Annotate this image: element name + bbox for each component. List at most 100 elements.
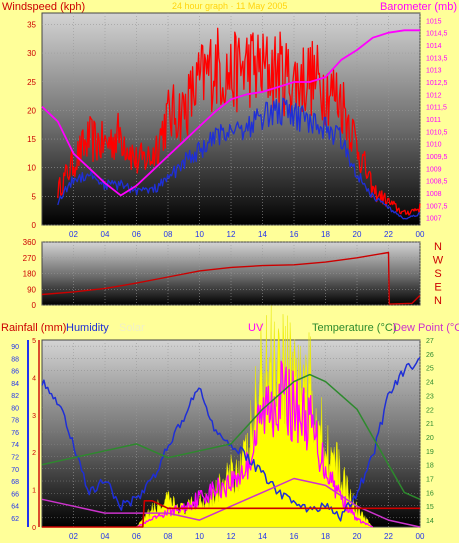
rainfall-tick-label: 3 xyxy=(32,413,36,420)
temperature-tick-label: 17 xyxy=(426,477,434,484)
time-tick-label: 08 xyxy=(164,230,173,239)
windspeed-average-line xyxy=(57,97,421,220)
windspeed-tick-label: 5 xyxy=(32,192,37,201)
rainfall-line xyxy=(42,499,420,528)
rainfall-tick-label: 5 xyxy=(32,338,36,345)
time-tick-label: 14 xyxy=(258,532,267,541)
time-tick-label: 20 xyxy=(353,230,362,239)
time-tick-label: 20 xyxy=(353,532,362,541)
direction-tick-label: 0 xyxy=(32,301,37,310)
solar-legend: Solar xyxy=(119,322,145,334)
humidity-tick-label: 64 xyxy=(11,504,19,511)
barometer-tick-label: 1013 xyxy=(426,68,442,75)
dewpoint-line xyxy=(41,477,421,528)
barometer-tick-label: 1008,5 xyxy=(426,179,448,186)
barometer-tick-label: 1010 xyxy=(426,142,442,149)
temperature-tick-label: 18 xyxy=(426,463,434,470)
humidity-tick-label: 76 xyxy=(11,430,19,437)
direction-series xyxy=(41,251,421,305)
barometer-tick-label: 1008 xyxy=(426,191,442,198)
barometer-tick-label: 1011,5 xyxy=(426,105,447,112)
humidity-tick-label: 70 xyxy=(11,467,19,474)
humidity-tick-label: 78 xyxy=(11,418,19,425)
temperature-tick-label: 22 xyxy=(426,407,434,414)
temperature-tick-label: 16 xyxy=(426,490,434,497)
time-tick-label: 22 xyxy=(384,532,393,541)
temperature-tick-label: 23 xyxy=(426,393,434,400)
multi-series xyxy=(41,305,421,528)
temperature-legend: Temperature (°C) xyxy=(312,322,396,334)
barometer-line xyxy=(41,29,420,197)
time-tick-label: 04 xyxy=(101,230,110,239)
barometer-tick-label: 1007,5 xyxy=(426,203,448,210)
time-tick-label: 22 xyxy=(384,230,393,239)
time-tick-label: 02 xyxy=(69,532,78,541)
temperature-tick-label: 21 xyxy=(426,421,434,428)
temperature-line xyxy=(41,373,421,500)
barometer-tick-label: 1012,5 xyxy=(426,80,448,87)
direction-tick-label: 180 xyxy=(23,270,37,279)
direction-tick-label: 90 xyxy=(27,285,36,294)
top-series xyxy=(41,27,421,220)
barometer-tick-label: 1014 xyxy=(426,43,442,50)
uv-legend: UV xyxy=(248,322,264,334)
humidity-tick-label: 62 xyxy=(11,516,19,523)
temperature-tick-label: 26 xyxy=(426,352,434,359)
windspeed-tick-label: 35 xyxy=(27,20,36,29)
time-tick-label: 16 xyxy=(290,230,299,239)
rainfall-tick-label: 4 xyxy=(32,375,36,382)
temperature-tick-label: 20 xyxy=(426,435,434,442)
windspeed-tick-label: 20 xyxy=(27,106,36,115)
time-tick-label: 04 xyxy=(101,532,110,541)
humidity-tick-label: 82 xyxy=(11,393,19,400)
direction-tick-label: 360 xyxy=(23,238,37,247)
humidity-tick-label: 80 xyxy=(11,405,19,412)
barometer-tick-label: 1014,5 xyxy=(426,31,448,38)
windspeed-tick-label: 15 xyxy=(27,135,36,144)
temperature-tick-label: 15 xyxy=(426,504,434,511)
temperature-tick-label: 14 xyxy=(426,518,434,525)
humidity-legend: Humidity xyxy=(66,322,109,334)
barometer-tick-label: 1011 xyxy=(426,117,441,124)
time-tick-label: 10 xyxy=(195,532,204,541)
uv-line xyxy=(136,360,374,528)
windspeed-tick-label: 30 xyxy=(27,49,36,58)
time-tick-label: 06 xyxy=(132,532,141,541)
time-tick-label: 10 xyxy=(195,230,204,239)
humidity-tick-label: 72 xyxy=(11,454,19,461)
humidity-tick-label: 84 xyxy=(11,381,19,388)
time-tick-label: 06 xyxy=(132,230,141,239)
time-tick-label: 16 xyxy=(290,532,299,541)
time-tick-label: 02 xyxy=(69,230,78,239)
humidity-tick-label: 88 xyxy=(11,356,19,363)
humidity-tick-label: 90 xyxy=(11,344,19,351)
compass-label: N xyxy=(434,295,442,307)
barometer-tick-label: 1013,5 xyxy=(426,55,448,62)
top-axes: 0510152025303510071007,510081008,5100910… xyxy=(27,18,447,239)
humidity-tick-label: 66 xyxy=(11,491,19,498)
humidity-tick-label: 68 xyxy=(11,479,19,486)
time-tick-label: 18 xyxy=(321,230,330,239)
wind-direction-line xyxy=(41,251,421,305)
windspeed-tick-label: 10 xyxy=(27,164,36,173)
time-tick-label: 18 xyxy=(321,532,330,541)
barometer-tick-label: 1007 xyxy=(426,216,442,223)
compass-label: N xyxy=(434,241,442,253)
temperature-tick-label: 25 xyxy=(426,366,434,373)
windspeed-tick-label: 0 xyxy=(32,221,37,230)
time-tick-label: 12 xyxy=(227,230,236,239)
barometer-tick-label: 1009 xyxy=(426,166,442,173)
rainfall-tick-label: 0 xyxy=(32,525,36,532)
temperature-tick-label: 24 xyxy=(426,380,434,387)
rainfall-tick-label: 2 xyxy=(32,450,36,457)
windspeed-tick-label: 25 xyxy=(27,78,36,87)
compass-label: W xyxy=(433,255,444,267)
barometer-tick-label: 1010,5 xyxy=(426,129,448,136)
windspeed-gust-line xyxy=(57,27,421,216)
windspeed-axis-title: Windspeed (kph) xyxy=(2,1,85,13)
barometer-tick-label: 1009,5 xyxy=(426,154,448,161)
humidity-tick-label: 86 xyxy=(11,369,19,376)
temperature-tick-label: 19 xyxy=(426,449,434,456)
